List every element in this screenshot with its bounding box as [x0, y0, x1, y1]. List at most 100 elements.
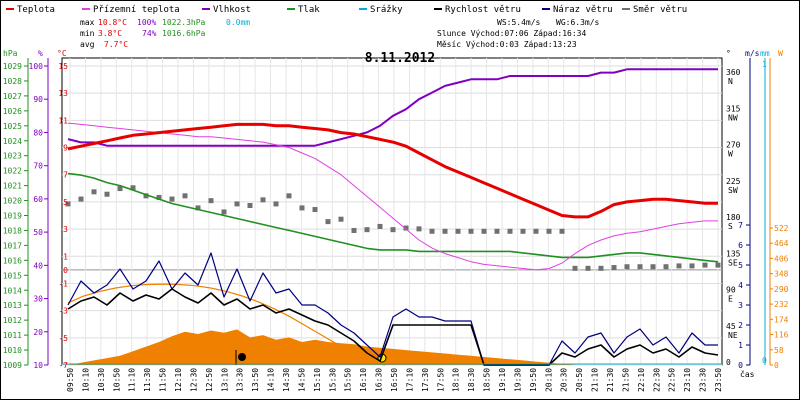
- hpa-tick-label: 1025: [3, 122, 22, 131]
- pct-tick-label: 70: [33, 162, 43, 171]
- solar-area: [68, 329, 718, 365]
- x-tick-label: 20:30: [560, 368, 569, 392]
- wind-dir-point: [65, 201, 71, 207]
- hpa-tick-label: 1029: [3, 62, 22, 71]
- wind-dir-point: [429, 228, 435, 234]
- deg-direction-label: S: [728, 222, 733, 231]
- legend-label: Směr větru: [633, 5, 687, 15]
- ms-tick-label: 1: [738, 341, 743, 350]
- mm-tick-label: 0: [762, 356, 767, 365]
- wind-dir-point: [182, 193, 188, 199]
- x-tick-label: 11:10: [128, 368, 137, 392]
- deg-direction-label: SW: [728, 186, 738, 195]
- wind-dir-point: [312, 207, 318, 213]
- temp-tick-label: 9: [63, 144, 68, 153]
- x-tick-label: 12:30: [189, 368, 198, 392]
- wind-speed-line: [67, 288, 719, 366]
- w-axis-label: W: [778, 49, 783, 58]
- hpa-tick-label: 1024: [3, 137, 22, 146]
- legend-label: Srážky: [370, 5, 403, 15]
- temp-tick-label: 11: [58, 116, 68, 125]
- deg-tick-label: 270: [726, 141, 741, 150]
- wind-dir-point: [260, 197, 266, 203]
- wind-dir-point: [104, 191, 110, 197]
- w-tick-label: 348: [774, 270, 789, 279]
- x-tick-label: 21:50: [621, 368, 630, 392]
- deg-tick-label: 0: [726, 358, 731, 367]
- w-tick-label: 58: [774, 346, 784, 355]
- temp-tick-label: 1: [63, 252, 68, 261]
- stat-min-temp: 3.8°C: [98, 29, 122, 38]
- wind-dir-point: [286, 193, 292, 199]
- wind-dir-point: [533, 228, 539, 234]
- wind-dir-point: [234, 201, 240, 207]
- x-tick-label: 16:50: [390, 368, 399, 392]
- wind-dir-point: [572, 265, 578, 271]
- stat-max-label: max: [80, 18, 95, 27]
- x-tick-label: 19:50: [529, 368, 538, 392]
- ms-tick-label: 0: [738, 361, 743, 370]
- deg-tick-label: 225: [726, 177, 741, 186]
- wind-dir-point: [156, 194, 162, 200]
- wind-dir-point: [325, 219, 331, 225]
- deg-tick-label: 90: [726, 286, 736, 295]
- hpa-tick-label: 1021: [3, 182, 22, 191]
- temperature-line: [67, 122, 718, 219]
- hpa-tick-label: 1028: [3, 77, 22, 86]
- pct-tick-label: 40: [33, 261, 43, 270]
- wind-dir-point: [559, 228, 565, 234]
- wind-dir-point: [715, 262, 721, 268]
- hpa-tick-label: 1009: [3, 361, 22, 370]
- hpa-tick-label: 1023: [3, 152, 22, 161]
- sun-times: Slunce Východ:07:06 Západ:16:34: [437, 29, 586, 38]
- legend-label: Vlhkost: [213, 5, 251, 15]
- wind-dir-point: [221, 209, 227, 215]
- temp-tick-label: 5: [63, 198, 68, 207]
- legend-label: Teplota: [17, 5, 55, 15]
- wind-dir-point: [208, 198, 214, 204]
- x-tick-label: 19:10: [498, 368, 507, 392]
- wind-dir-point: [507, 228, 513, 234]
- w-tick-label: 174: [774, 315, 789, 324]
- wind-dir-point: [117, 186, 123, 192]
- deg-axis-label: °: [726, 49, 731, 58]
- wind-dir-point: [494, 228, 500, 234]
- wind-dir-point: [637, 264, 643, 270]
- wind-dir-point: [624, 264, 630, 270]
- wind-dir-point: [468, 228, 474, 234]
- hpa-tick-label: 1020: [3, 197, 22, 206]
- deg-direction-label: W: [728, 150, 733, 159]
- x-tick-label: 14:30: [282, 368, 291, 392]
- x-tick-label: 23:10: [683, 368, 692, 392]
- wind-dir-point: [455, 228, 461, 234]
- ms-tick-label: 2: [738, 321, 743, 330]
- wind-dir-point: [481, 228, 487, 234]
- wind-dir-point: [78, 196, 84, 202]
- x-tick-label: 15:50: [344, 368, 353, 392]
- temp-tick-label: 15: [58, 62, 68, 71]
- legend-label: Tlak: [298, 5, 320, 15]
- x-tick-label: 22:30: [652, 368, 661, 392]
- temp-tick-label: -7: [58, 361, 68, 370]
- x-tick-label: 21:10: [591, 368, 600, 392]
- deg-tick-label: 315: [726, 104, 741, 113]
- wind-dir-point: [299, 205, 305, 211]
- x-tick-label: 20:50: [575, 368, 584, 392]
- x-tick-label: 15:10: [313, 368, 322, 392]
- w-tick-label: 290: [774, 285, 789, 294]
- wind-dir-point: [663, 264, 669, 270]
- wind-dir-point: [416, 226, 422, 232]
- hpa-tick-label: 1012: [3, 316, 22, 325]
- pct-tick-label: 20: [33, 328, 43, 337]
- hpa-tick-label: 1022: [3, 167, 22, 176]
- w-tick-label: 522: [774, 224, 789, 233]
- wind-dir-point: [403, 225, 409, 231]
- pct-tick-label: 50: [33, 228, 43, 237]
- ms-tick-label: 4: [738, 281, 743, 290]
- w-tick-label: 0: [774, 361, 779, 370]
- x-tick-label: 13:10: [220, 368, 229, 392]
- wind-dir-point: [247, 203, 253, 208]
- pct-tick-label: 10: [33, 361, 43, 370]
- x-tick-label: 16:30: [375, 368, 384, 392]
